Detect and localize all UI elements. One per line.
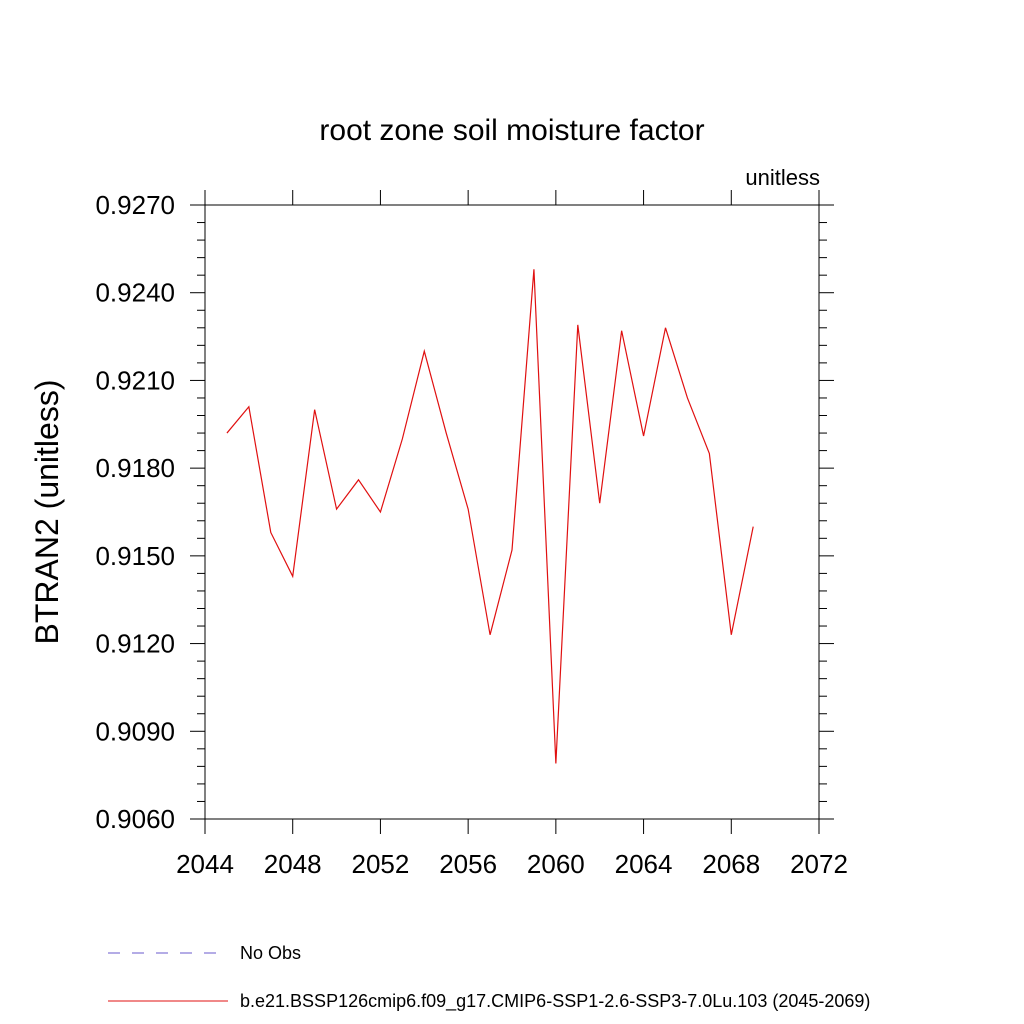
plot-frame [204,204,820,820]
x-tick-label: 2048 [264,849,322,879]
x-tick-label: 2072 [790,849,848,879]
y-tick-label: 0.9060 [95,804,175,834]
units-label: unitless [745,165,820,190]
series-line [226,269,754,764]
legend-label-model: b.e21.BSSP126cmip6.f09_g17.CMIP6-SSP1-2.… [240,991,870,1012]
y-tick-label: 0.9180 [95,453,175,483]
y-tick-label: 0.9090 [95,716,175,746]
axis-ticks: 2044 2048 2052 2056 2060 2064 2068 2072 0.9060 0.… [95,190,848,879]
y-tick-label: 0.9270 [95,190,175,220]
x-tick-label: 2056 [439,849,497,879]
x-tick-label: 2064 [615,849,673,879]
y-tick-label: 0.9120 [95,629,175,659]
x-tick-label: 2052 [352,849,410,879]
x-tick-label: 2044 [176,849,234,879]
legend: No Obs b.e21.BSSP126cmip6.f09_g17.CMIP6-… [108,943,870,1012]
chart-title: root zone soil moisture factor [319,114,704,147]
y-axis-label: BTRAN2 (unitless) [29,380,65,645]
series-layer [226,269,754,764]
y-tick-label: 0.9240 [95,278,175,308]
y-tick-label: 0.9150 [95,541,175,571]
x-tick-label: 2068 [702,849,760,879]
x-tick-label: 2060 [527,849,585,879]
legend-label-no-obs: No Obs [240,943,301,963]
y-tick-label: 0.9210 [95,365,175,395]
